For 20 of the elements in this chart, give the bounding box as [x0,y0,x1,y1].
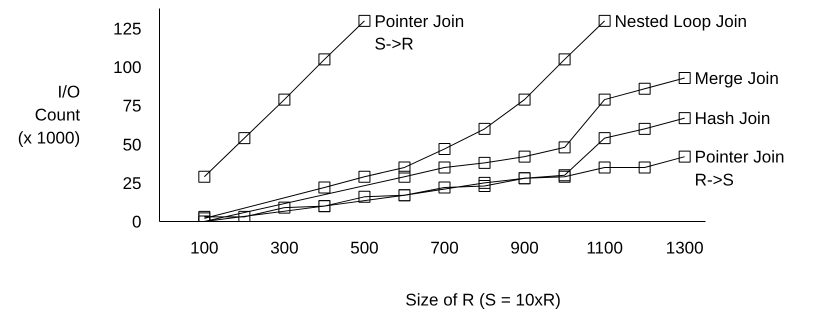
series-label: Pointer Join R->S [694,148,784,190]
y-tick-label: 25 [122,174,142,193]
series-label: Pointer Join S->R [374,12,464,54]
y-tick-label: 125 [113,20,142,39]
x-tick-label: 300 [270,238,299,258]
x-tick-label: 900 [510,238,539,258]
y-tick-label: 75 [122,96,142,116]
x-tick-label: 100 [190,238,219,258]
x-tick-label: 500 [350,238,379,258]
x-tick-label: 700 [430,238,459,258]
x-axis-title: Size of R (S = 10xR) [405,290,561,310]
y-tick-label: 0 [132,212,142,232]
series-label: Nested Loop Join [614,12,747,31]
y-tick-label: 100 [113,58,142,78]
y-axis-title: I/O Count (x 1000) [18,82,80,148]
y-tick-label: 50 [122,135,142,154]
series-label: Merge Join [694,68,779,88]
series-label: Hash Join [694,109,770,128]
x-tick-label: 1100 [586,238,623,258]
x-tick-label: 1300 [666,238,704,258]
